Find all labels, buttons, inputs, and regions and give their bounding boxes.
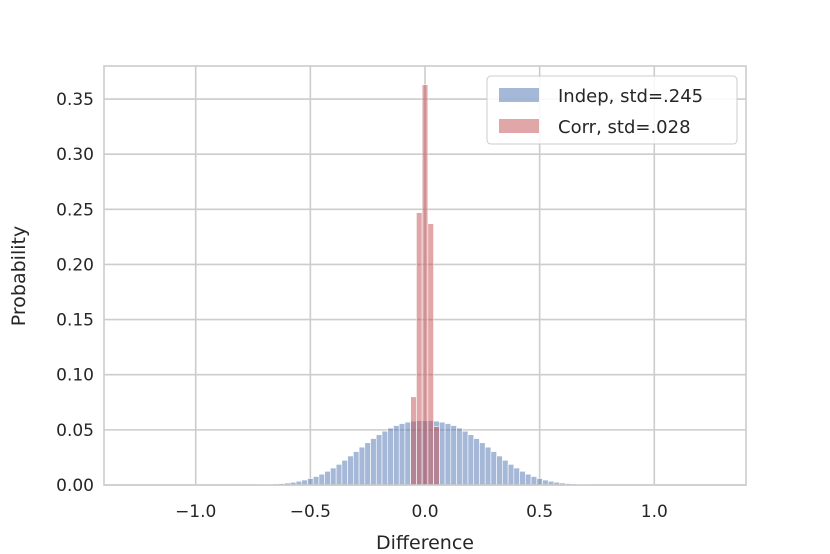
indep-bar	[318, 473, 325, 486]
y-tick-label: 0.15	[56, 311, 94, 331]
indep-bar	[513, 467, 520, 486]
indep-bar	[502, 460, 509, 486]
y-tick-label: 0.35	[56, 90, 94, 110]
x-tick-labels: −1.0 −0.5 0.0 0.5 1.0	[175, 502, 668, 522]
indep-bar	[490, 451, 497, 486]
indep-bar	[312, 476, 320, 486]
indep-bar	[398, 423, 406, 486]
indep-bar	[507, 464, 515, 486]
y-tick-label: 0.20	[56, 255, 94, 275]
indep-bar	[444, 423, 452, 486]
indep-bar	[370, 438, 377, 486]
indep-bar	[381, 430, 389, 486]
y-axis-label: Probability	[8, 226, 30, 326]
plot-frame	[103, 65, 747, 486]
indep-bar	[496, 455, 503, 486]
indep-bar	[347, 455, 354, 486]
corr-bar	[416, 212, 423, 486]
indep-bar	[536, 478, 543, 486]
legend-label-indep: Indep, std=.245	[558, 86, 703, 107]
x-tick-label: 1.0	[641, 502, 668, 522]
legend-label-corr: Corr, std=.028	[558, 117, 691, 138]
indep-bar	[461, 430, 469, 486]
y-tick-label: 0.25	[56, 200, 94, 220]
y-tick-label: 0.30	[56, 145, 94, 165]
x-tick-label: −0.5	[290, 502, 331, 522]
y-tick-label: 0.00	[56, 476, 94, 496]
x-tick-label: −1.0	[175, 502, 216, 522]
indep-bar	[364, 442, 371, 486]
indep-bar	[467, 434, 475, 486]
indep-bar	[530, 476, 538, 486]
indep-bar	[439, 421, 446, 486]
corr-bar	[427, 223, 434, 486]
corr-bar	[433, 426, 440, 486]
corr-bar	[421, 84, 429, 486]
indep-bar	[484, 446, 492, 486]
y-tick-label: 0.10	[56, 366, 94, 386]
indep-bar	[404, 421, 411, 486]
indep-bar	[456, 427, 463, 486]
indep-bar	[519, 471, 526, 486]
x-tick-label: 0.0	[411, 502, 438, 522]
legend-swatch-indep	[499, 88, 539, 102]
indep-bar	[307, 478, 314, 486]
indep-bar	[479, 442, 486, 486]
indep-bar	[335, 464, 343, 486]
indep-bar	[450, 425, 457, 486]
legend-swatch-corr	[499, 119, 539, 133]
indep-bar	[525, 473, 532, 486]
indep-bar	[393, 425, 400, 486]
legend-frame	[486, 75, 738, 145]
legend: Indep, std=.245 Corr, std=.028	[486, 75, 738, 145]
corr-bar	[410, 396, 417, 486]
indep-bar	[341, 460, 348, 486]
x-axis-label: Difference	[376, 532, 474, 554]
y-tick-labels: 0.00 0.05 0.10 0.15 0.20 0.25 0.30 0.35	[56, 90, 94, 496]
x-tick-label: 0.5	[526, 502, 553, 522]
indep-bar	[330, 467, 337, 486]
y-tick-label: 0.05	[56, 421, 94, 441]
indep-bar	[358, 446, 366, 486]
indep-bar	[324, 471, 331, 486]
indep-bar	[473, 438, 480, 486]
indep-bar	[353, 451, 360, 486]
indep-bar	[375, 434, 383, 486]
indep-bar	[387, 427, 394, 486]
